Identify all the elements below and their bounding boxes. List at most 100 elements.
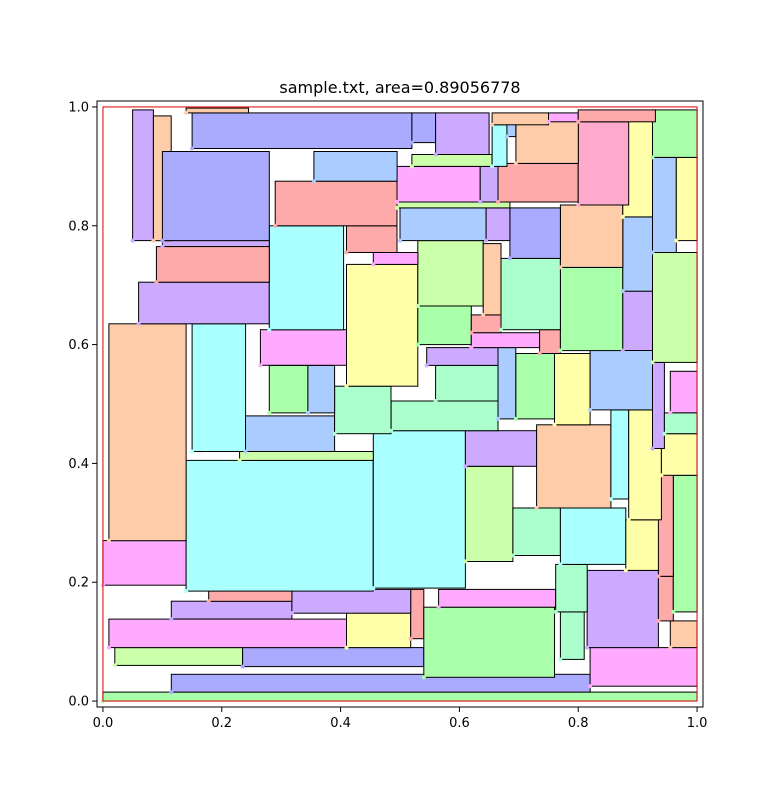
packed-rect-62	[482, 243, 502, 316]
corner-marker	[469, 330, 474, 335]
packed-rect-52	[470, 332, 541, 349]
packed-rect-87	[515, 118, 579, 164]
packed-rect-33	[239, 451, 374, 461]
axes-frame	[96, 100, 704, 708]
packed-rect-40	[554, 353, 591, 426]
y-tick-label: 0.6	[68, 338, 89, 353]
x-tick-label: 1.0	[687, 716, 708, 731]
packed-rect-95	[577, 109, 656, 123]
corner-marker	[469, 345, 474, 350]
x-tick-label: 0.8	[568, 716, 589, 731]
chart-title: sample.txt, area=0.89056778	[279, 78, 520, 97]
corner-marker	[671, 609, 676, 614]
corner-marker	[558, 562, 563, 567]
corner-marker	[160, 244, 165, 249]
packed-rect-0	[102, 691, 698, 702]
corner-marker	[415, 342, 420, 347]
corner-marker	[588, 407, 593, 412]
corner-marker	[490, 122, 495, 127]
corner-marker	[332, 431, 337, 436]
packed-rect-54	[559, 266, 624, 352]
corner-marker	[237, 458, 242, 463]
x-tick-label: 0.6	[449, 716, 470, 731]
axes: 0.0 0.2 0.4 0.6 0.8 1.0 0.0 0.2 0.4 0.6 0.8 1.0	[68, 100, 707, 731]
packed-rect-10	[586, 569, 659, 649]
packed-rect-29	[536, 424, 612, 509]
packed-rect-79	[675, 156, 698, 242]
packed-rect-23	[512, 507, 561, 556]
packed-rect-88	[191, 112, 413, 149]
corner-marker	[656, 618, 661, 623]
packed-rect-53	[539, 329, 561, 355]
corner-marker	[409, 164, 414, 169]
packed-rect-15	[438, 588, 557, 608]
corner-marker	[136, 321, 141, 326]
packed-rect-68	[509, 207, 561, 259]
packed-rect-19	[102, 540, 187, 586]
packed-rect-73	[485, 207, 511, 242]
packed-rect-16	[555, 563, 588, 613]
packed-rect-72	[399, 207, 487, 242]
corner-marker	[371, 262, 376, 267]
packed-rect-36	[334, 385, 392, 435]
packed-rect-93	[491, 112, 550, 126]
corner-marker	[154, 280, 159, 285]
corner-marker	[395, 205, 399, 210]
packed-rect-47	[435, 364, 499, 402]
packed-rect-46	[307, 364, 336, 414]
corner-marker	[169, 690, 174, 695]
packed-rect-44	[663, 412, 698, 435]
packed-rect-76	[396, 201, 511, 209]
packed-rect-89	[411, 112, 437, 144]
corner-marker	[267, 327, 272, 332]
packed-rect-50	[426, 347, 499, 366]
corner-marker	[436, 605, 441, 610]
corner-marker	[510, 553, 515, 558]
corner-marker	[585, 645, 590, 650]
packed-rect-60	[500, 257, 561, 331]
container-outline	[102, 106, 698, 702]
packed-rect-75	[274, 180, 398, 227]
corner-marker	[421, 675, 426, 680]
packed-rect-21	[372, 430, 466, 589]
packed-rect-49	[346, 263, 419, 387]
packed-rect-17	[657, 575, 674, 622]
corner-marker	[398, 238, 402, 243]
packed-rect-43	[669, 370, 698, 414]
corner-marker	[130, 238, 135, 243]
corner-marker	[553, 609, 558, 614]
corner-marker	[190, 146, 195, 151]
packed-rect-56	[652, 252, 698, 363]
plot-area	[100, 106, 698, 704]
corner-marker	[106, 538, 111, 543]
packed-rect-57	[138, 281, 270, 325]
corner-marker	[608, 497, 613, 502]
packed-rect-35	[245, 415, 336, 452]
corner-marker	[507, 256, 512, 261]
packed-rect-69	[161, 240, 270, 248]
corner-marker	[371, 586, 376, 591]
packed-rect-38	[497, 347, 517, 420]
packed-rect-42	[652, 361, 665, 449]
corner-marker	[668, 645, 673, 650]
corner-marker	[184, 110, 189, 115]
corner-marker	[650, 155, 655, 160]
corner-marker	[623, 568, 628, 573]
corner-marker	[496, 200, 500, 204]
corner-marker	[576, 119, 581, 124]
corner-marker	[504, 134, 509, 139]
y-tick-label: 0.2	[68, 576, 89, 591]
corner-marker	[463, 464, 468, 469]
packed-rect-70	[132, 109, 154, 242]
corner-marker	[433, 152, 438, 157]
corner-marker	[305, 410, 310, 415]
corner-marker	[490, 164, 495, 169]
corner-marker	[344, 645, 349, 650]
corner-marker	[576, 203, 581, 207]
packed-rect-90	[435, 112, 490, 155]
corner-marker	[243, 449, 248, 454]
packed-rect-2	[589, 647, 698, 687]
corner-marker	[552, 422, 557, 427]
packed-rect-24	[559, 507, 627, 565]
